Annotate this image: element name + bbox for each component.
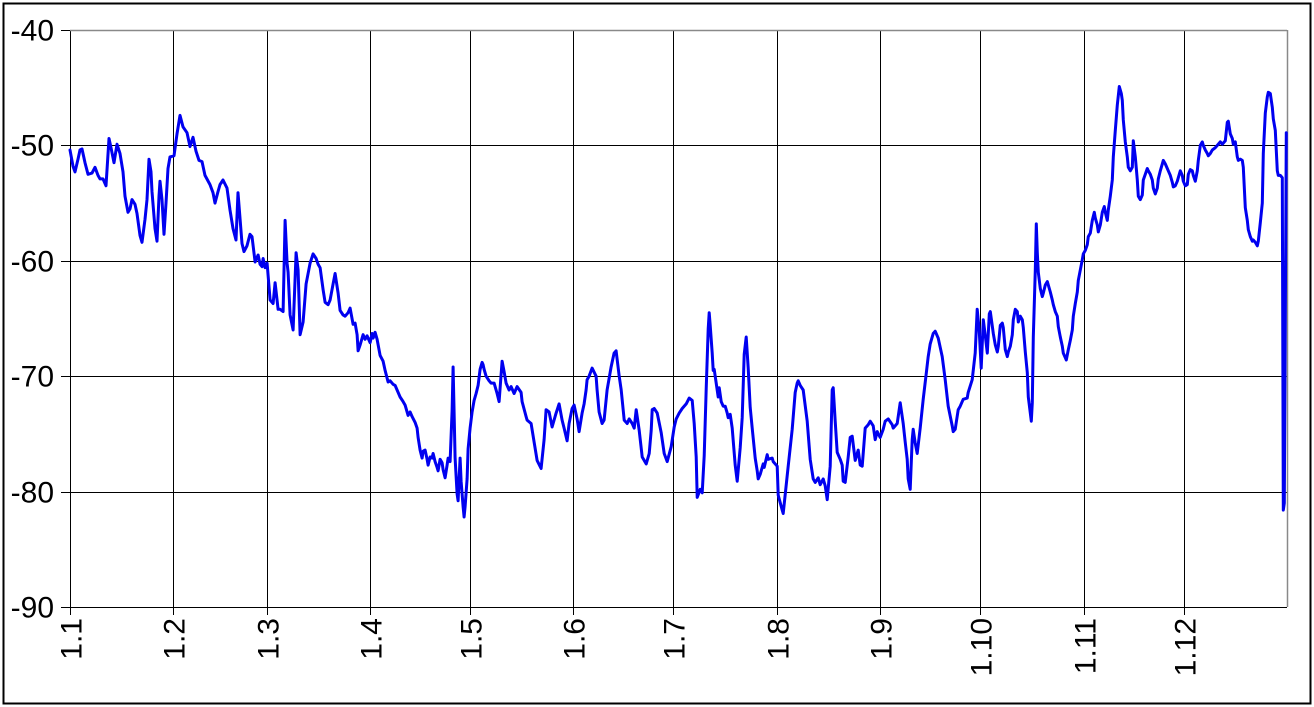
x-tick-label: 1.12 bbox=[1170, 618, 1203, 676]
y-tick-label: -80 bbox=[11, 477, 54, 510]
gridlines bbox=[61, 30, 1287, 615]
x-tick-label: 1.9 bbox=[866, 618, 899, 660]
x-tick-label: 1.7 bbox=[659, 618, 692, 660]
data-series bbox=[68, 85, 1288, 519]
y-tick-label: -70 bbox=[11, 361, 54, 394]
y-tick-label: -50 bbox=[11, 130, 54, 163]
signal-level-line bbox=[68, 85, 1288, 519]
x-tick-label: 1.5 bbox=[456, 618, 489, 660]
x-tick-label: 1.6 bbox=[559, 618, 592, 660]
y-tick-label: -90 bbox=[11, 592, 54, 625]
x-tick-label: 1.10 bbox=[966, 618, 999, 676]
x-tick-label: 1.11 bbox=[1070, 618, 1103, 674]
x-axis-labels: 1.1 1.2 1.3 1.4 1.5 1.6 1.7 1.8 1.9 1.10 1.11 1.12 bbox=[56, 618, 1203, 676]
x-tick-label: 1.4 bbox=[356, 618, 389, 660]
plot-border bbox=[70, 29, 1289, 607]
x-tick-label: 1.8 bbox=[763, 618, 796, 660]
y-axis-labels: -40 -50 -60 -70 -80 -90 bbox=[11, 15, 54, 625]
x-tick-label: 1.3 bbox=[253, 618, 286, 660]
y-tick-label: -60 bbox=[11, 246, 54, 279]
x-tick-label: 1.2 bbox=[159, 618, 192, 660]
y-tick-label: -40 bbox=[11, 15, 54, 48]
x-tick-label: 1.1 bbox=[56, 618, 89, 660]
